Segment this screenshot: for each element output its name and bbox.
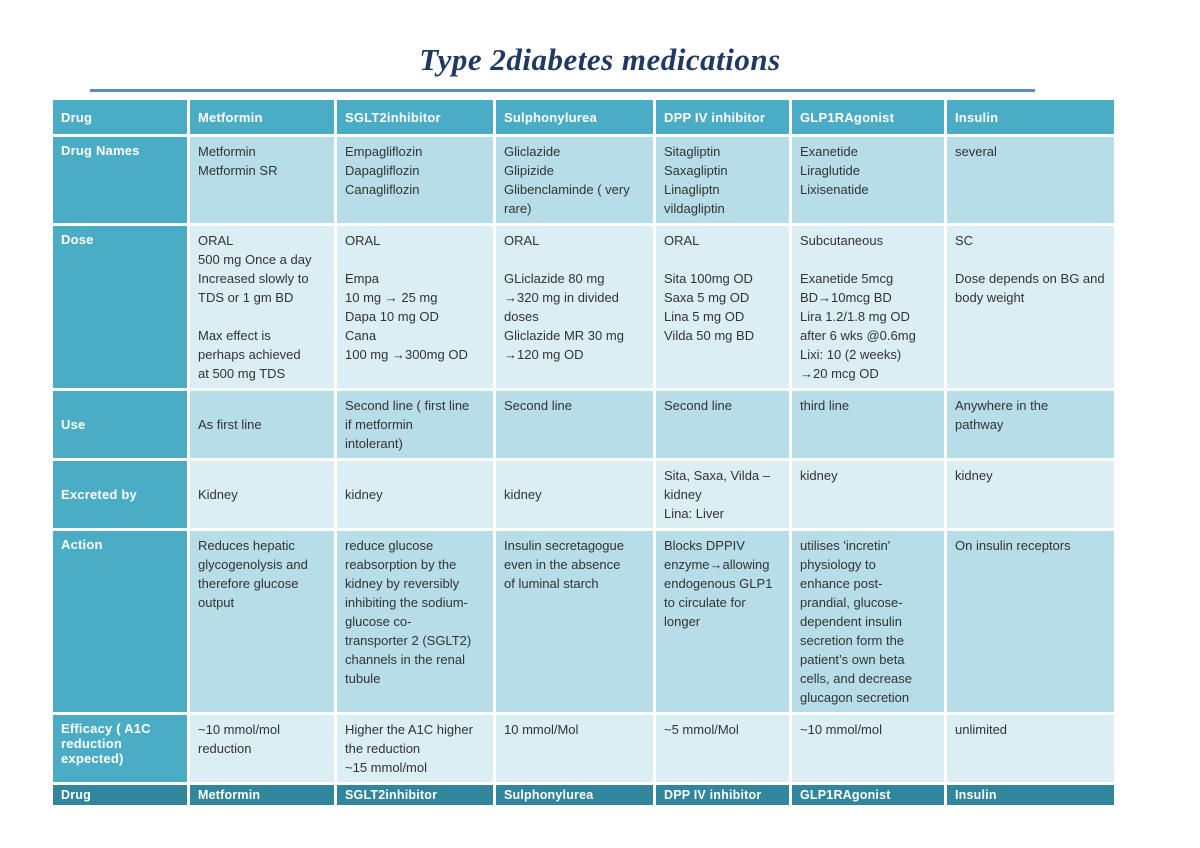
footer-header-metformin: Metformin [190, 785, 334, 805]
cell-dose-sulphonylurea: ORAL GLiclazide 80 mg →320 mg in divided… [496, 226, 653, 388]
footer-header-sulphonylurea: Sulphonylurea [496, 785, 653, 805]
footer-header-insulin: Insulin [947, 785, 1114, 805]
cell-efficacy-a1c-dpp-iv-inhibitor: ~5 mmol/Mol [656, 715, 789, 782]
cell-drug-names-metformin: Metformin Metformin SR [190, 137, 334, 223]
table-footer: Drug Metformin SGLT2inhibitor Sulphonylurea… [53, 785, 1114, 805]
footer-header-drug: Drug [53, 785, 187, 805]
cell-excreted-by-metformin: Kidney [190, 461, 334, 528]
cell-excreted-by-dpp-iv-inhibitor: Sita, Saxa, Vilda – kidney Lina: Liver [656, 461, 789, 528]
cell-drug-names-sglt2inhibitor: Empagliflozin Dapagliflozin Canagliflozi… [337, 137, 493, 223]
table-row-efficacy-a1c: Efficacy ( A1C reduction expected) ~10 mm… [53, 715, 1114, 782]
footer-header-glp1ragonist: GLP1RAgonist [792, 785, 944, 805]
cell-action-dpp-iv-inhibitor: Blocks DPPIV enzyme→allowing endogenous … [656, 531, 789, 712]
row-label-efficacy-a1c: Efficacy ( A1C reduction expected) [53, 715, 187, 782]
cell-efficacy-a1c-metformin: ~10 mmol/mol reduction [190, 715, 334, 782]
table-row-use: Use As first line Second line ( first line… [53, 391, 1114, 458]
cell-efficacy-a1c-glp1ragonist: ~10 mmol/mol [792, 715, 944, 782]
column-header-metformin: Metformin [190, 100, 334, 134]
cell-efficacy-a1c-insulin: unlimited [947, 715, 1114, 782]
footer-header-sglt2inhibitor: SGLT2inhibitor [337, 785, 493, 805]
cell-efficacy-a1c-sglt2inhibitor: Higher the A1C higher the reduction ~15 … [337, 715, 493, 782]
column-header-sulphonylurea: Sulphonylurea [496, 100, 653, 134]
row-label-dose: Dose [53, 226, 187, 388]
row-label-drug-names: Drug Names [53, 137, 187, 223]
cell-drug-names-insulin: several [947, 137, 1114, 223]
cell-excreted-by-sulphonylurea: kidney [496, 461, 653, 528]
footer-row: Drug Metformin SGLT2inhibitor Sulphonylurea… [53, 785, 1114, 805]
cell-efficacy-a1c-sulphonylurea: 10 mmol/Mol [496, 715, 653, 782]
table-body: Drug Names Metformin Metformin SR Empaglif… [53, 137, 1114, 782]
row-label-excreted-by: Excreted by [53, 461, 187, 528]
cell-use-insulin: Anywhere in the pathway [947, 391, 1114, 458]
cell-drug-names-glp1ragonist: Exanetide Liraglutide Lixisenatide [792, 137, 944, 223]
column-header-insulin: Insulin [947, 100, 1114, 134]
column-header-dpp-iv-inhibitor: DPP IV inhibitor [656, 100, 789, 134]
cell-dose-sglt2inhibitor: ORAL Empa 10 mg → 25 mg Dapa 10 mg OD Ca… [337, 226, 493, 388]
cell-excreted-by-glp1ragonist: kidney [792, 461, 944, 528]
table-row-drug-names: Drug Names Metformin Metformin SR Empaglif… [53, 137, 1114, 223]
cell-action-insulin: On insulin receptors [947, 531, 1114, 712]
footer-header-dpp-iv-inhibitor: DPP IV inhibitor [656, 785, 789, 805]
medications-table: Drug Metformin SGLT2inhibitor Sulphonylurea… [50, 97, 1117, 808]
cell-action-sglt2inhibitor: reduce glucose reabsorption by the kidne… [337, 531, 493, 712]
cell-excreted-by-insulin: kidney [947, 461, 1114, 528]
table-header: Drug Metformin SGLT2inhibitor Sulphonylurea… [53, 100, 1114, 134]
table-row-action: Action Reduces hepatic glycogenolysis and… [53, 531, 1114, 712]
cell-dose-insulin: SC Dose depends on BG and body weight [947, 226, 1114, 388]
column-header-drug: Drug [53, 100, 187, 134]
table-row-excreted-by: Excreted by Kidney kidney kidney Sita, Saxa,… [53, 461, 1114, 528]
cell-drug-names-dpp-iv-inhibitor: Sitagliptin Saxagliptin Linagliptn vilda… [656, 137, 789, 223]
cell-dose-dpp-iv-inhibitor: ORAL Sita 100mg OD Saxa 5 mg OD Lina 5 m… [656, 226, 789, 388]
cell-use-metformin: As first line [190, 391, 334, 458]
cell-dose-metformin: ORAL 500 mg Once a day Increased slowly … [190, 226, 334, 388]
cell-excreted-by-sglt2inhibitor: kidney [337, 461, 493, 528]
header-row: Drug Metformin SGLT2inhibitor Sulphonylurea… [53, 100, 1114, 134]
cell-use-sglt2inhibitor: Second line ( first line if metformin in… [337, 391, 493, 458]
column-header-glp1ragonist: GLP1RAgonist [792, 100, 944, 134]
cell-use-dpp-iv-inhibitor: Second line [656, 391, 789, 458]
title-rule [90, 89, 1035, 92]
cell-use-glp1ragonist: third line [792, 391, 944, 458]
row-label-action: Action [53, 531, 187, 712]
cell-action-sulphonylurea: Insulin secretagogue even in the absence… [496, 531, 653, 712]
cell-dose-glp1ragonist: Subcutaneous Exanetide 5mcg BD→10mcg BD … [792, 226, 944, 388]
cell-drug-names-sulphonylurea: Gliclazide Glipizide Glibenclaminde ( ve… [496, 137, 653, 223]
cell-use-sulphonylurea: Second line [496, 391, 653, 458]
cell-action-metformin: Reduces hepatic glycogenolysis and there… [190, 531, 334, 712]
cell-action-glp1ragonist: utilises 'incretin' physiology to enhanc… [792, 531, 944, 712]
column-header-sglt2inhibitor: SGLT2inhibitor [337, 100, 493, 134]
table-row-dose: Dose ORAL 500 mg Once a day Increased slo… [53, 226, 1114, 388]
page-title: Type 2diabetes medications [419, 42, 781, 77]
row-label-use: Use [53, 391, 187, 458]
